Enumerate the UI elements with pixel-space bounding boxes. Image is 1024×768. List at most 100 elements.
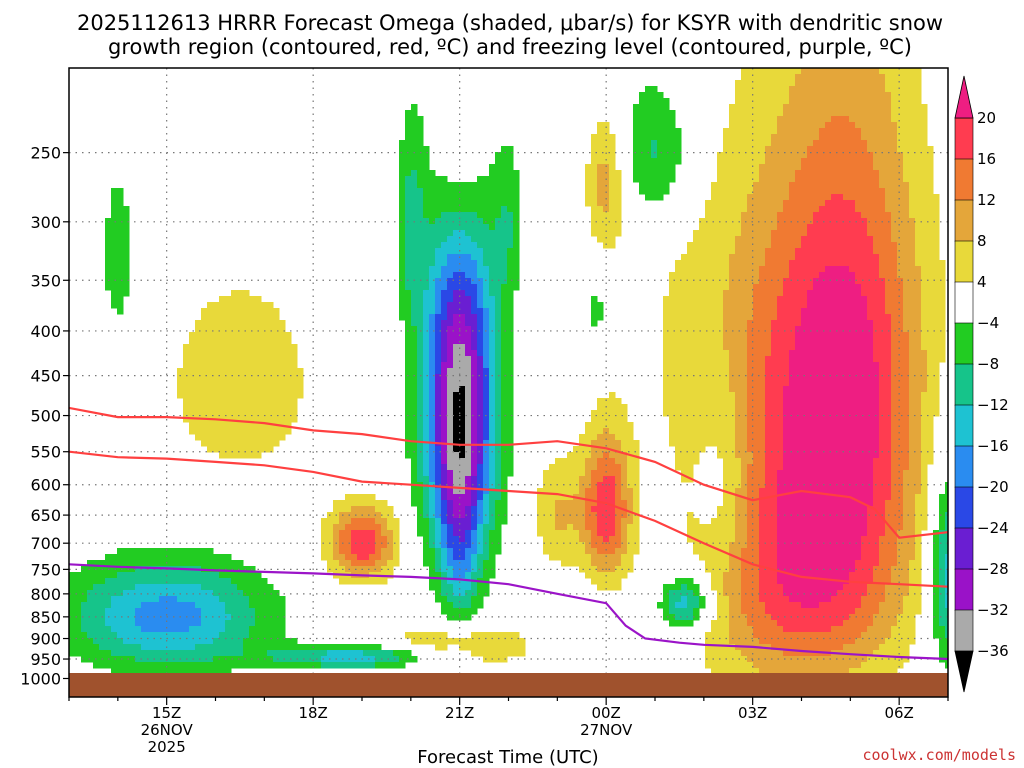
- omega-cell: [261, 302, 268, 309]
- omega-cell: [213, 398, 220, 405]
- omega-cell: [753, 410, 760, 417]
- omega-cell: [111, 302, 118, 309]
- omega-cell: [183, 362, 190, 369]
- omega-cell: [399, 164, 406, 171]
- omega-cell: [759, 134, 766, 141]
- omega-cell: [429, 518, 436, 525]
- omega-cell: [555, 524, 562, 531]
- omega-cell: [729, 476, 736, 483]
- omega-cell: [351, 560, 358, 567]
- omega-cell: [483, 182, 490, 189]
- omega-cell: [465, 326, 472, 333]
- omega-cell: [771, 644, 778, 651]
- omega-cell: [99, 560, 106, 567]
- omega-cell: [777, 248, 784, 255]
- omega-cell: [735, 122, 742, 129]
- omega-cell: [453, 362, 460, 369]
- omega-cell: [735, 620, 742, 627]
- omega-cell: [471, 524, 478, 531]
- omega-cell: [483, 212, 490, 219]
- omega-cell: [411, 278, 418, 285]
- omega-cell: [399, 152, 406, 159]
- omega-cell: [117, 296, 124, 303]
- omega-cell: [711, 350, 718, 357]
- omega-cell: [237, 584, 244, 591]
- omega-cell: [777, 86, 784, 93]
- omega-cell: [429, 350, 436, 357]
- omega-cell: [621, 536, 628, 543]
- omega-cell: [759, 632, 766, 639]
- omega-cell: [183, 416, 190, 423]
- omega-cell: [723, 380, 730, 387]
- omega-cell: [465, 374, 472, 381]
- omega-cell: [765, 284, 772, 291]
- omega-cell: [687, 308, 694, 315]
- omega-cell: [459, 470, 466, 477]
- omega-cell: [381, 554, 388, 561]
- omega-cell: [441, 248, 448, 255]
- omega-cell: [459, 590, 466, 597]
- omega-cell: [471, 548, 478, 555]
- omega-cell: [669, 398, 676, 405]
- omega-cell: [393, 524, 400, 531]
- omega-cell: [591, 512, 598, 519]
- omega-cell: [561, 470, 568, 477]
- omega-cell: [489, 296, 496, 303]
- omega-cell: [621, 530, 628, 537]
- omega-cell: [99, 608, 106, 615]
- omega-cell: [237, 326, 244, 333]
- omega-cell: [723, 314, 730, 321]
- omega-cell: [729, 530, 736, 537]
- omega-cell: [429, 548, 436, 555]
- omega-cell: [243, 314, 250, 321]
- omega-cell: [705, 644, 712, 651]
- omega-cell: [417, 284, 424, 291]
- omega-cell: [201, 404, 208, 411]
- omega-cell: [423, 284, 430, 291]
- omega-cell: [447, 206, 454, 213]
- omega-cell: [207, 446, 214, 453]
- omega-cell: [771, 164, 778, 171]
- omega-cell: [513, 206, 520, 213]
- omega-cell: [465, 638, 472, 645]
- omega-cell: [405, 392, 412, 399]
- omega-cell: [777, 74, 784, 81]
- omega-cell: [489, 632, 496, 639]
- omega-cell: [609, 578, 616, 585]
- omega-cell: [267, 380, 274, 387]
- omega-cell: [669, 374, 676, 381]
- omega-cell: [729, 410, 736, 417]
- omega-cell: [495, 152, 502, 159]
- omega-cell: [369, 536, 376, 543]
- omega-cell: [723, 572, 730, 579]
- omega-cell: [507, 644, 514, 651]
- omega-cell: [441, 254, 448, 261]
- omega-cell: [783, 116, 790, 123]
- omega-cell: [255, 650, 262, 657]
- omega-cell: [189, 596, 196, 603]
- omega-cell: [441, 524, 448, 531]
- omega-cell: [777, 494, 784, 501]
- omega-cell: [501, 248, 508, 255]
- omega-cell: [333, 554, 340, 561]
- omega-cell: [261, 350, 268, 357]
- omega-cell: [219, 428, 226, 435]
- omega-cell: [399, 656, 406, 663]
- omega-cell: [759, 260, 766, 267]
- omega-cell: [171, 650, 178, 657]
- omega-cell: [441, 500, 448, 507]
- omega-cell: [219, 668, 226, 675]
- omega-cell: [735, 452, 742, 459]
- omega-cell: [477, 566, 484, 573]
- omega-cell: [741, 530, 748, 537]
- omega-cell: [753, 518, 760, 525]
- omega-cell: [453, 500, 460, 507]
- omega-cell: [609, 146, 616, 153]
- omega-cell: [561, 530, 568, 537]
- omega-cell: [759, 596, 766, 603]
- omega-cell: [237, 314, 244, 321]
- omega-cell: [723, 626, 730, 633]
- omega-cell: [501, 416, 508, 423]
- omega-cell: [777, 236, 784, 243]
- omega-cell: [225, 608, 232, 615]
